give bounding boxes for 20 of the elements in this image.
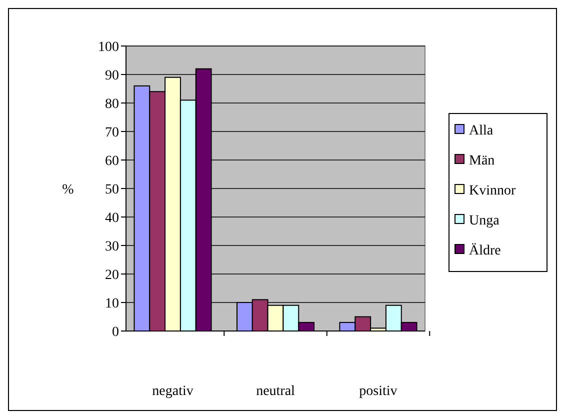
x-tick-label: positiv (359, 384, 398, 399)
y-tick-label: 60 (105, 154, 119, 169)
y-tick-label: 10 (105, 296, 119, 312)
y-tick-label: 80 (105, 96, 119, 112)
legend-label: Män (469, 153, 495, 168)
y-axis-title: % (62, 182, 74, 198)
x-tick-label: neutral (256, 384, 296, 399)
x-tick-label: negativ (152, 384, 194, 399)
legend-label: Äldre (469, 242, 501, 258)
y-tick-label: 70 (105, 125, 119, 140)
y-tick-label: 30 (105, 239, 119, 254)
y-tick-label: 90 (105, 68, 119, 84)
y-tick-label: 20 (105, 268, 119, 283)
legend-label: Unga (469, 213, 500, 228)
y-tick-label: 40 (105, 210, 119, 226)
y-tick-label: 0 (112, 324, 119, 340)
y-tick-label: 100 (98, 40, 119, 55)
y-tick-label: 50 (105, 182, 119, 198)
legend-label: Kvinnor (469, 183, 516, 198)
legend-label: Alla (469, 123, 494, 138)
